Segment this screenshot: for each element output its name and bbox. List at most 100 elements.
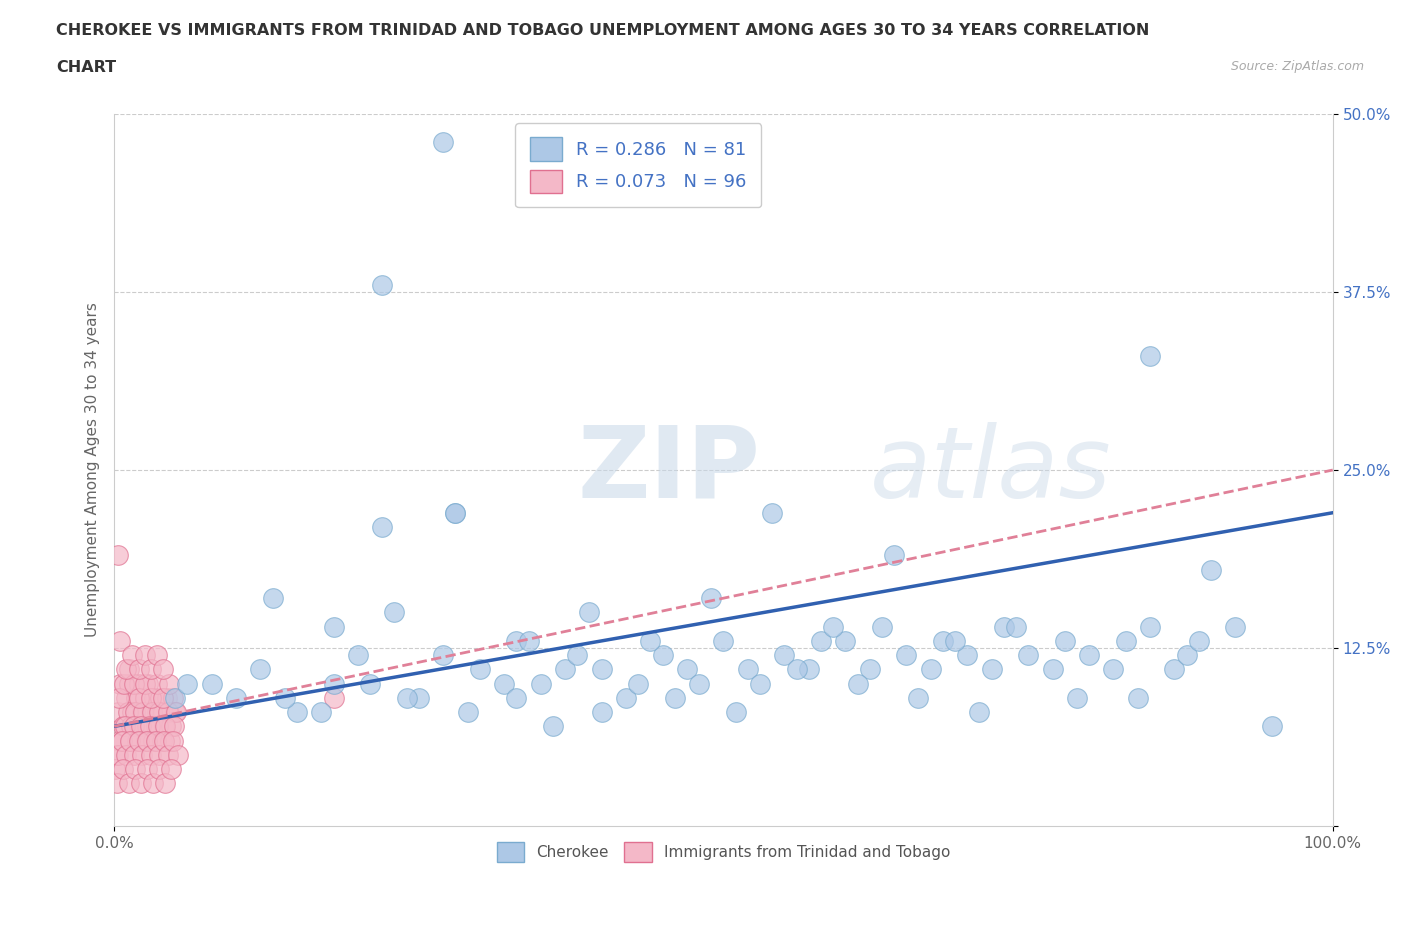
Point — [129, 719, 152, 734]
Point — [115, 662, 138, 677]
Point — [139, 705, 162, 720]
Point — [444, 505, 467, 520]
Point — [111, 719, 134, 734]
Point — [1005, 619, 1028, 634]
Point — [322, 690, 344, 705]
Point — [165, 705, 187, 720]
Point — [139, 748, 162, 763]
Point — [143, 690, 166, 705]
Point — [201, 676, 224, 691]
Point — [749, 676, 772, 691]
Point — [131, 705, 153, 720]
Point — [834, 633, 856, 648]
Point — [122, 748, 145, 763]
Point — [737, 662, 759, 677]
Point — [993, 619, 1015, 634]
Point — [907, 690, 929, 705]
Point — [118, 733, 141, 748]
Point — [614, 690, 637, 705]
Point — [773, 647, 796, 662]
Point — [136, 676, 159, 691]
Point — [505, 633, 527, 648]
Point — [786, 662, 808, 677]
Point — [846, 676, 869, 691]
Point — [262, 591, 284, 605]
Point — [129, 776, 152, 790]
Text: CHEROKEE VS IMMIGRANTS FROM TRINIDAD AND TOBAGO UNEMPLOYMENT AMONG AGES 30 TO 34: CHEROKEE VS IMMIGRANTS FROM TRINIDAD AND… — [56, 23, 1150, 38]
Point — [156, 705, 179, 720]
Point — [371, 277, 394, 292]
Text: ZIP: ZIP — [578, 421, 761, 519]
Point — [107, 748, 129, 763]
Point — [530, 676, 553, 691]
Point — [165, 690, 187, 705]
Point — [494, 676, 516, 691]
Point — [969, 705, 991, 720]
Point — [1199, 563, 1222, 578]
Point — [146, 676, 169, 691]
Point — [132, 705, 155, 720]
Point — [142, 776, 165, 790]
Point — [146, 647, 169, 662]
Point — [145, 733, 167, 748]
Point — [110, 733, 132, 748]
Point — [131, 748, 153, 763]
Point — [1126, 690, 1149, 705]
Point — [150, 733, 173, 748]
Point — [1188, 633, 1211, 648]
Point — [554, 662, 576, 677]
Point — [108, 733, 131, 748]
Point — [432, 135, 454, 150]
Point — [118, 676, 141, 691]
Point — [165, 705, 187, 720]
Point — [1102, 662, 1125, 677]
Point — [1225, 619, 1247, 634]
Point — [311, 705, 333, 720]
Point — [1042, 662, 1064, 677]
Text: Source: ZipAtlas.com: Source: ZipAtlas.com — [1230, 60, 1364, 73]
Point — [117, 705, 139, 720]
Point — [920, 662, 942, 677]
Point — [148, 748, 170, 763]
Point — [155, 719, 177, 734]
Point — [359, 676, 381, 691]
Point — [128, 690, 150, 705]
Point — [134, 676, 156, 691]
Point — [1053, 633, 1076, 648]
Point — [713, 633, 735, 648]
Point — [148, 705, 170, 720]
Point — [110, 676, 132, 691]
Point — [112, 676, 135, 691]
Point — [347, 647, 370, 662]
Point — [125, 690, 148, 705]
Point — [444, 505, 467, 520]
Point — [249, 662, 271, 677]
Point — [110, 733, 132, 748]
Point — [883, 548, 905, 563]
Point — [700, 591, 723, 605]
Point — [118, 733, 141, 748]
Point — [152, 662, 174, 677]
Point — [163, 719, 186, 734]
Point — [118, 662, 141, 677]
Point — [859, 662, 882, 677]
Point — [162, 733, 184, 748]
Point — [322, 619, 344, 634]
Point — [118, 776, 141, 790]
Point — [138, 719, 160, 734]
Point — [505, 690, 527, 705]
Point — [146, 719, 169, 734]
Point — [121, 647, 143, 662]
Point — [166, 748, 188, 763]
Point — [176, 676, 198, 691]
Point — [153, 733, 176, 748]
Point — [517, 633, 540, 648]
Point — [157, 705, 180, 720]
Point — [136, 719, 159, 734]
Point — [676, 662, 699, 677]
Point — [105, 776, 128, 790]
Y-axis label: Unemployment Among Ages 30 to 34 years: Unemployment Among Ages 30 to 34 years — [86, 302, 100, 637]
Point — [371, 520, 394, 535]
Point — [1175, 647, 1198, 662]
Point — [640, 633, 662, 648]
